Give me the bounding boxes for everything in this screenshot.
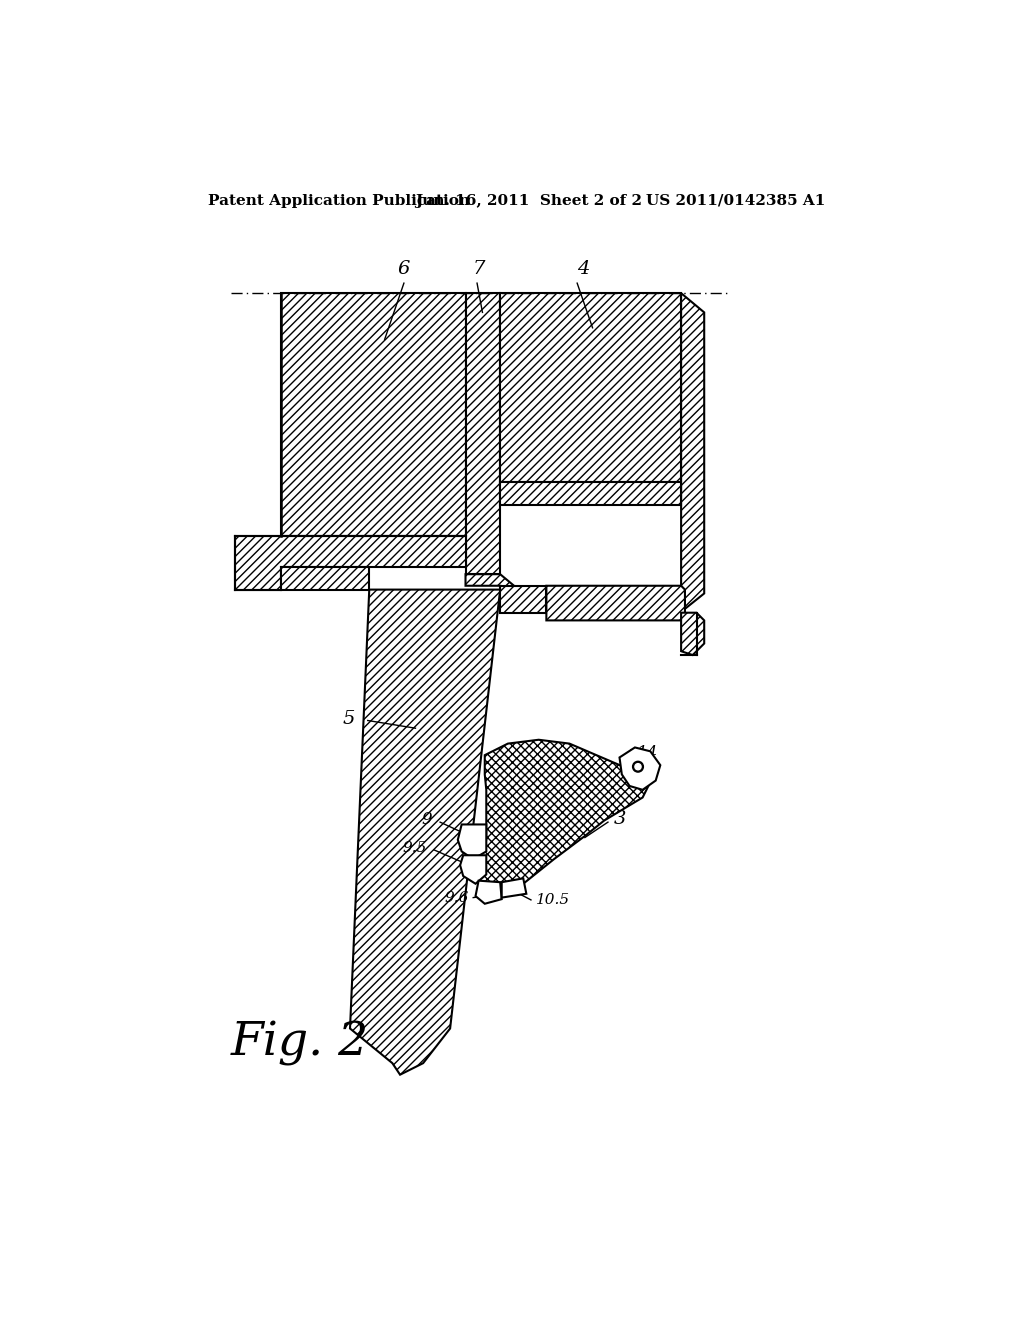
Polygon shape [620,747,660,789]
Polygon shape [458,825,486,859]
Polygon shape [500,586,547,612]
Circle shape [633,762,643,772]
Text: 9: 9 [422,812,432,829]
Polygon shape [234,536,466,590]
Text: 7: 7 [472,260,484,277]
Polygon shape [466,574,547,612]
Polygon shape [466,293,500,574]
Text: 3: 3 [614,810,627,828]
Text: 9.6: 9.6 [445,891,469,904]
Polygon shape [350,590,500,1074]
Text: 9.5: 9.5 [402,841,427,854]
Text: 10.5: 10.5 [536,892,569,907]
Text: 6: 6 [397,260,410,277]
Text: Fig. 2: Fig. 2 [230,1020,369,1067]
Polygon shape [500,482,681,506]
Text: Jun. 16, 2011  Sheet 2 of 2: Jun. 16, 2011 Sheet 2 of 2 [416,194,642,207]
Text: 5: 5 [343,710,355,727]
Text: US 2011/0142385 A1: US 2011/0142385 A1 [646,194,825,207]
Text: 14: 14 [637,744,658,762]
Polygon shape [281,293,466,536]
Polygon shape [502,878,526,898]
Polygon shape [500,293,681,482]
Polygon shape [547,586,685,620]
Circle shape [635,763,641,770]
Polygon shape [681,293,705,609]
Polygon shape [478,739,650,898]
Text: Patent Application Publication: Patent Application Publication [208,194,470,207]
Text: 4: 4 [578,260,590,277]
Polygon shape [281,566,370,590]
Polygon shape [475,880,502,904]
Polygon shape [681,612,705,655]
Polygon shape [460,855,486,884]
